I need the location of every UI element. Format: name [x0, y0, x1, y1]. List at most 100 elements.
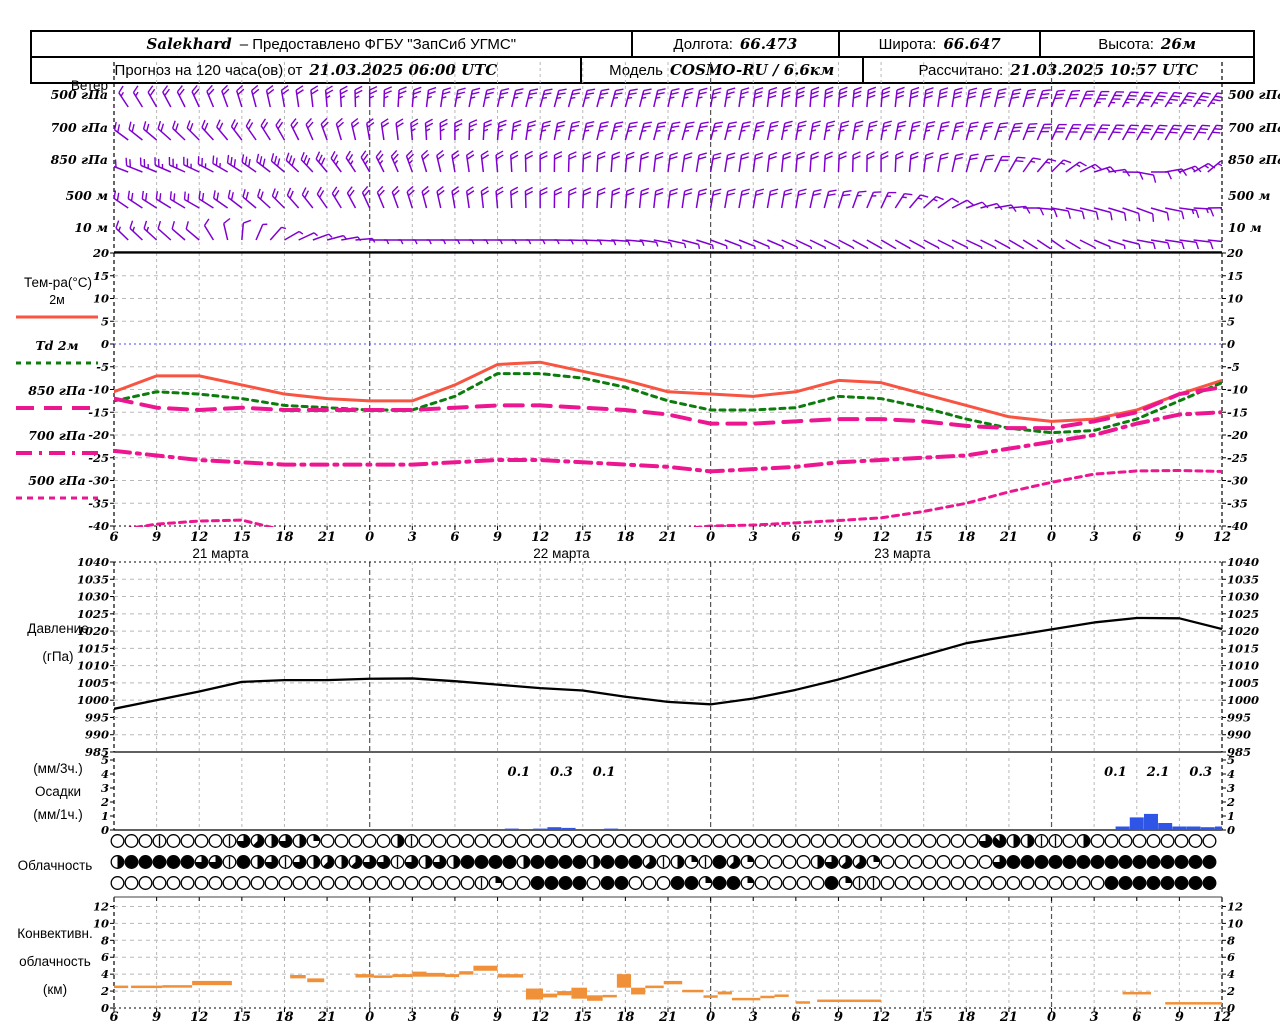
- barb-feather: [684, 91, 693, 95]
- barb-feather: [257, 188, 261, 197]
- temp-legend-line-sample: [16, 496, 98, 500]
- barb-feather: [345, 150, 351, 159]
- hour-label-temp: 9: [152, 530, 161, 545]
- barb-shaft: [141, 198, 158, 209]
- wind-barb-row-3: [114, 149, 1222, 183]
- barb-shaft: [894, 123, 900, 141]
- hour-label-bottom: 15: [233, 1010, 251, 1024]
- barb-shaft: [852, 239, 868, 249]
- cloud-circle: [460, 834, 475, 848]
- barb-shaft: [851, 123, 857, 141]
- cloud-circle: [180, 834, 195, 848]
- hour-label-bottom: 12: [1213, 1010, 1231, 1024]
- barb-shaft: [539, 123, 544, 141]
- temp-ytick-left: -35: [88, 496, 109, 510]
- cloud-fill: [1161, 877, 1174, 889]
- barb-feather: [568, 191, 577, 196]
- temp-legend-entry-4: 700 гПа: [6, 428, 108, 462]
- pressure-ytick-right: 1020: [1227, 624, 1259, 638]
- barb-shaft: [480, 191, 485, 209]
- altitude-value: 26м: [1160, 35, 1197, 53]
- cloud-circle: [166, 876, 181, 890]
- barb-feather: [839, 86, 848, 91]
- barb-feather: [798, 188, 807, 192]
- cloud-wedge: [993, 835, 1006, 847]
- barb-feather: [281, 85, 289, 91]
- conv-cloud-block: [682, 989, 704, 993]
- barb-feather: [1181, 242, 1185, 249]
- barb-feather: [854, 124, 863, 128]
- barb-shaft: [312, 233, 330, 241]
- hour-label-bottom: 6: [791, 1010, 800, 1024]
- barb-shaft: [236, 90, 243, 108]
- barb-shaft: [582, 123, 588, 141]
- conv-cloud-block: [717, 991, 732, 995]
- barb-feather: [422, 153, 430, 161]
- barb-shaft: [406, 191, 414, 209]
- barb-shaft: [260, 125, 271, 141]
- barb-feather: [381, 122, 390, 128]
- cloud-circle: [880, 876, 895, 890]
- barb-feather: [755, 87, 764, 91]
- barb-feather: [1040, 96, 1049, 100]
- barb-feather: [600, 92, 609, 96]
- barb-feather-half: [146, 226, 150, 232]
- barb-feather-half: [1196, 102, 1201, 105]
- cloud-circle: [1202, 834, 1217, 848]
- barb-shaft: [894, 239, 911, 249]
- barb-feather: [755, 152, 764, 156]
- precip-bar: [504, 828, 519, 830]
- barb-feather: [116, 192, 120, 201]
- barb-feather: [218, 122, 224, 131]
- barb-shaft: [1207, 124, 1217, 141]
- barb-shaft: [823, 154, 826, 173]
- cloud-fill: [601, 877, 614, 889]
- barb-feather: [236, 84, 244, 92]
- barb-feather: [303, 154, 308, 163]
- pressure-ytick-right: 1040: [1227, 555, 1259, 569]
- barb-feather: [320, 157, 326, 166]
- cloud-fill: [1203, 856, 1216, 868]
- barb-feather: [539, 154, 548, 160]
- barb-feather: [686, 121, 695, 125]
- barb-feather: [728, 121, 737, 125]
- cloud-circle: [1076, 876, 1091, 890]
- barb-feather: [162, 85, 169, 93]
- barb-shaft: [965, 90, 970, 108]
- barb-feather: [1152, 174, 1157, 183]
- cloud-circle: [824, 834, 839, 848]
- barb-feather-half: [627, 240, 631, 246]
- barb-feather: [481, 190, 490, 196]
- barb-feather: [247, 122, 254, 130]
- barb-feather: [322, 121, 329, 129]
- barb-feather: [698, 192, 707, 196]
- barb-shaft: [965, 239, 983, 248]
- barb-feather: [1054, 97, 1063, 100]
- longitude-value: 66.473: [739, 35, 798, 53]
- barb-shaft: [1136, 171, 1154, 176]
- barb-feather-half: [697, 96, 703, 99]
- hour-label-temp: 21: [999, 530, 1018, 545]
- barb-feather: [783, 151, 792, 156]
- barb-feather: [1183, 131, 1192, 134]
- barb-feather: [867, 94, 876, 99]
- barb-feather-half: [527, 129, 532, 132]
- barb-shaft: [937, 90, 942, 108]
- barb-feather: [366, 118, 374, 124]
- cloud-circle: [166, 834, 181, 848]
- precip-bar: [547, 827, 562, 830]
- barb-shaft: [170, 198, 186, 209]
- barb-feather: [114, 159, 117, 168]
- precip-3h-label: 0.3: [1189, 765, 1212, 780]
- barb-shaft: [922, 90, 927, 108]
- forecast-cell: Прогноз на 120 часа(ов) от 21.03.2025 06…: [32, 58, 580, 82]
- barb-feather: [1145, 91, 1154, 94]
- barb-shaft: [511, 90, 517, 108]
- cloud-circle: [418, 834, 433, 848]
- barb-feather: [466, 154, 475, 160]
- barb-feather: [670, 188, 679, 192]
- hour-label-temp: 9: [493, 530, 502, 545]
- barb-shaft: [980, 202, 998, 209]
- barb-feather: [290, 118, 297, 126]
- barb-feather: [127, 190, 131, 199]
